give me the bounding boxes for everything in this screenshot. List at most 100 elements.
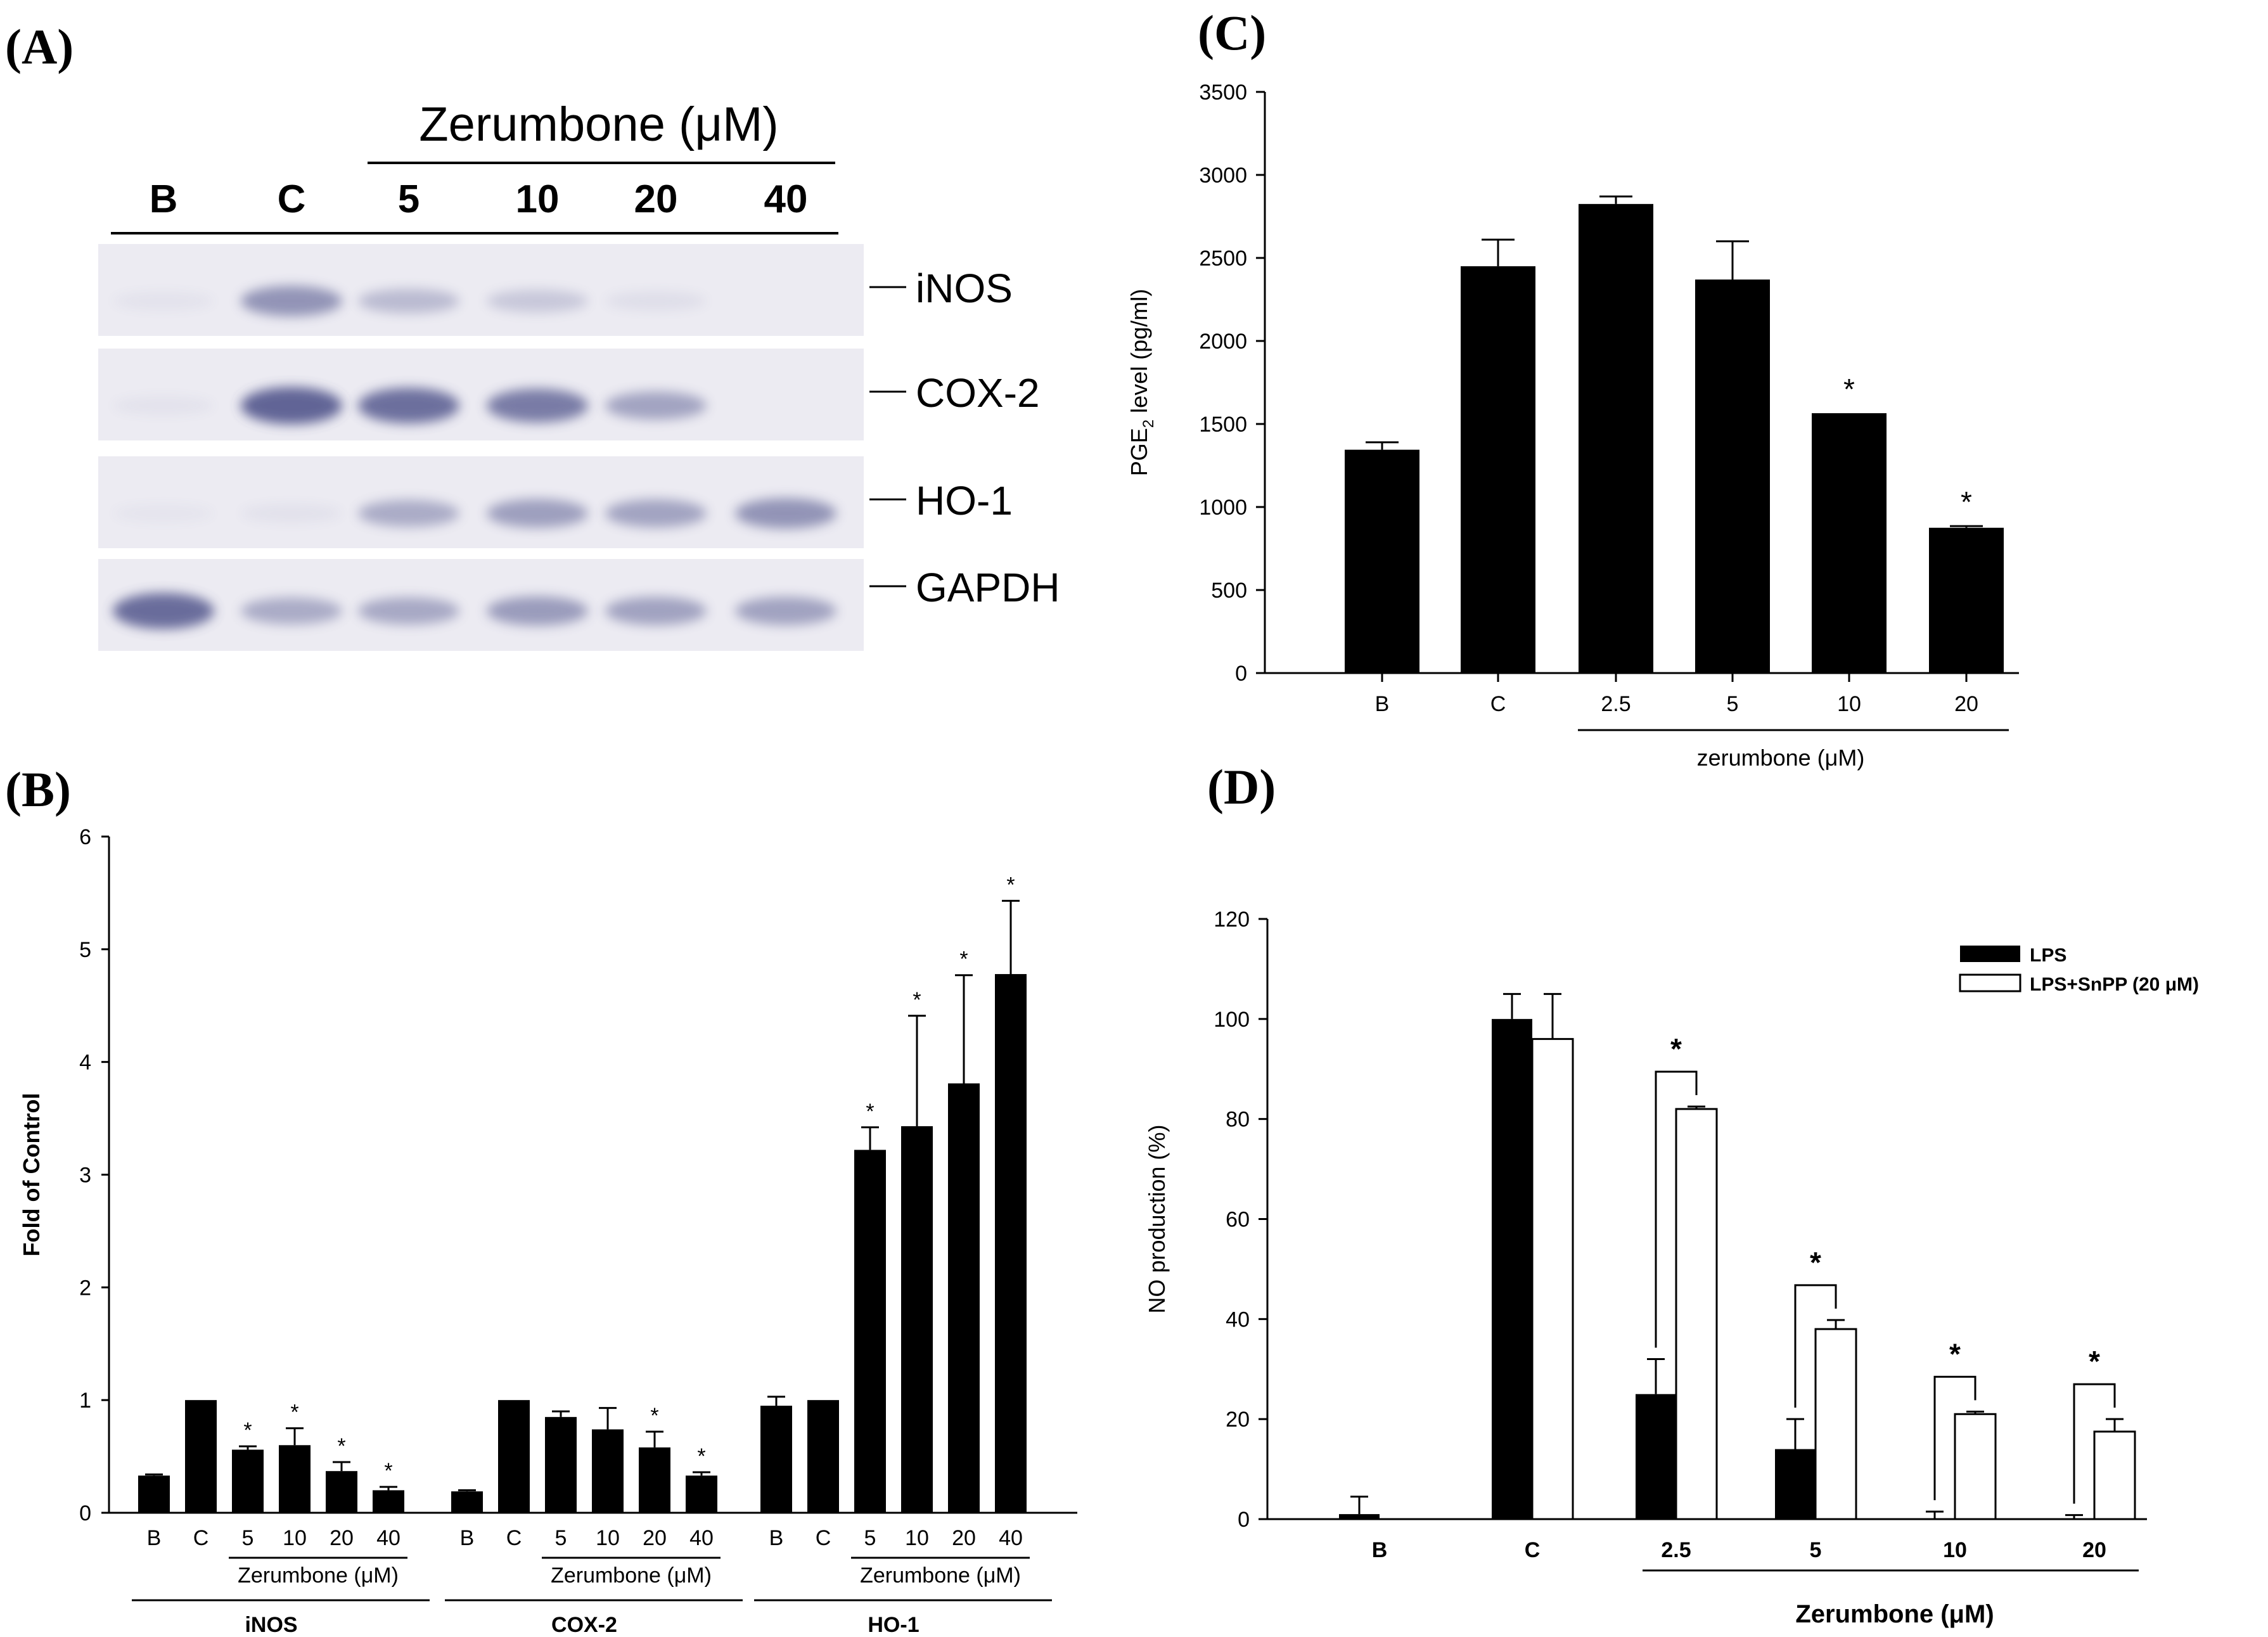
x-tick-label: 2.5 [1601, 692, 1631, 716]
blot-band [358, 499, 459, 527]
x-tick-label: 20 [330, 1526, 354, 1550]
blot-band [113, 396, 214, 415]
bar [1345, 449, 1419, 673]
x-tick-label: B [769, 1526, 784, 1550]
blot-lane-label: 10 [516, 177, 560, 221]
blot-band [113, 504, 214, 523]
blot-strip-background [98, 244, 864, 336]
y-tick-label: 0 [1238, 1508, 1250, 1532]
bar-lps [1339, 1514, 1380, 1519]
blot-band [241, 286, 342, 316]
chart-b: 0 1 2 3 4 5 6 Fold of Control B C * 5 * 10 * 20 * 40 Zerum… [18, 825, 1077, 1637]
blot-band [241, 387, 342, 425]
significance-star: * [243, 1418, 252, 1442]
x-tick-label: C [1490, 692, 1506, 716]
blot-protein-label: GAPDH [916, 565, 1060, 610]
bar [185, 1400, 217, 1513]
chart-c: 0 500 1000 1500 2000 2500 3000 3500 PGE2 level (… [1126, 80, 2019, 771]
bar-lps-snpp [1814, 1328, 1857, 1520]
legend-swatch-lps [1960, 946, 2020, 962]
group-label: HO-1 [868, 1613, 919, 1637]
blot-strip-background [98, 349, 864, 440]
y-tick-label: 80 [1226, 1108, 1250, 1132]
x-tick-label: 5 [1810, 1538, 1822, 1562]
blot-lane-label: 5 [398, 177, 420, 221]
x-tick-label: 10 [905, 1526, 929, 1550]
x-tick-label: B [147, 1526, 162, 1550]
y-tick-label: 1500 [1199, 413, 1247, 437]
blot-treatment-label: Zerumbone (μM) [419, 98, 778, 151]
x-tick-label: 20 [952, 1526, 976, 1550]
y-tick-label: 0 [1235, 662, 1247, 686]
significance-star: * [697, 1444, 705, 1468]
x-tick-label: B [1375, 692, 1390, 716]
y-tick-label: 1000 [1199, 496, 1247, 520]
bar-lps-snpp [1954, 1413, 1997, 1520]
bar-lps-snpp [2093, 1430, 2136, 1520]
bar [901, 1126, 933, 1513]
bar [1579, 203, 1653, 674]
significance-star: * [866, 1100, 874, 1124]
y-tick-label: 1 [79, 1389, 91, 1413]
group-label: COX-2 [551, 1613, 617, 1637]
y-tick-label: 4 [79, 1051, 91, 1075]
bar [498, 1400, 530, 1513]
bar [279, 1445, 311, 1513]
y-tick-label: 5 [79, 938, 91, 962]
bar [807, 1400, 839, 1513]
bar [1812, 413, 1887, 673]
x-tick-label: 5 [864, 1526, 876, 1550]
blot-protein-label: COX-2 [916, 370, 1040, 416]
significance-star: * [913, 988, 921, 1012]
blot-lane-label: 40 [764, 177, 808, 221]
significance-star: * [290, 1401, 298, 1425]
bar [326, 1471, 357, 1513]
x-tick-label: 2.5 [1661, 1538, 1691, 1562]
treatment-label: Zerumbone (μM) [238, 1563, 399, 1588]
y-tick-label: 3 [79, 1164, 91, 1188]
bar-lps [1492, 1018, 1532, 1519]
bar [592, 1429, 624, 1513]
blot-protein-label: iNOS [916, 266, 1013, 311]
blot-band [605, 391, 707, 420]
significance-bracket [2073, 1383, 2116, 1504]
bar [451, 1491, 483, 1513]
bar-lps [1636, 1394, 1676, 1519]
western-blot-panel: Zerumbone (μM) B C 5 10 20 40 iNOS COX-2 HO-1 GA… [98, 98, 1060, 651]
blot-band [605, 291, 707, 311]
significance-star: * [959, 947, 968, 972]
y-tick-label: 2000 [1199, 330, 1247, 354]
bar [854, 1150, 886, 1513]
y-axis-title: PGE2 level (pg/ml) [1126, 289, 1157, 476]
blot-lane-label: C [278, 177, 306, 221]
significance-star: * [1670, 1032, 1682, 1065]
blot-band [735, 596, 836, 626]
blot-strips: iNOS COX-2 HO-1 GAPDH [98, 244, 1060, 651]
y-tick-label: 20 [1226, 1408, 1250, 1432]
significance-star: * [1961, 485, 1972, 518]
panel-label-a: (A) [5, 19, 74, 74]
y-tick-label: 2500 [1199, 247, 1247, 271]
blot-band [113, 292, 214, 311]
x-tick-label: 10 [283, 1526, 307, 1550]
bar [760, 1406, 792, 1513]
blot-band [735, 498, 836, 529]
group-label: iNOS [245, 1613, 297, 1637]
y-tick-label: 100 [1214, 1008, 1250, 1032]
blot-band [358, 597, 459, 625]
x-tick-label: C [1525, 1538, 1541, 1562]
y-tick-label: 500 [1211, 579, 1247, 603]
legend-label-lps-snpp: LPS+SnPP (20 μM) [2030, 974, 2199, 995]
blot-band [241, 597, 342, 625]
bar [232, 1449, 264, 1513]
significance-star: * [1006, 873, 1015, 897]
y-axis-title: Fold of Control [18, 1093, 44, 1257]
x-tick-label: C [506, 1526, 522, 1550]
blot-band [113, 593, 214, 629]
x-tick-label: 10 [1837, 692, 1861, 716]
x-tick-label: C [193, 1526, 209, 1550]
blot-lane-label: 20 [634, 177, 678, 221]
treatment-label: Zerumbone (μM) [551, 1563, 712, 1588]
blot-band [241, 503, 342, 523]
